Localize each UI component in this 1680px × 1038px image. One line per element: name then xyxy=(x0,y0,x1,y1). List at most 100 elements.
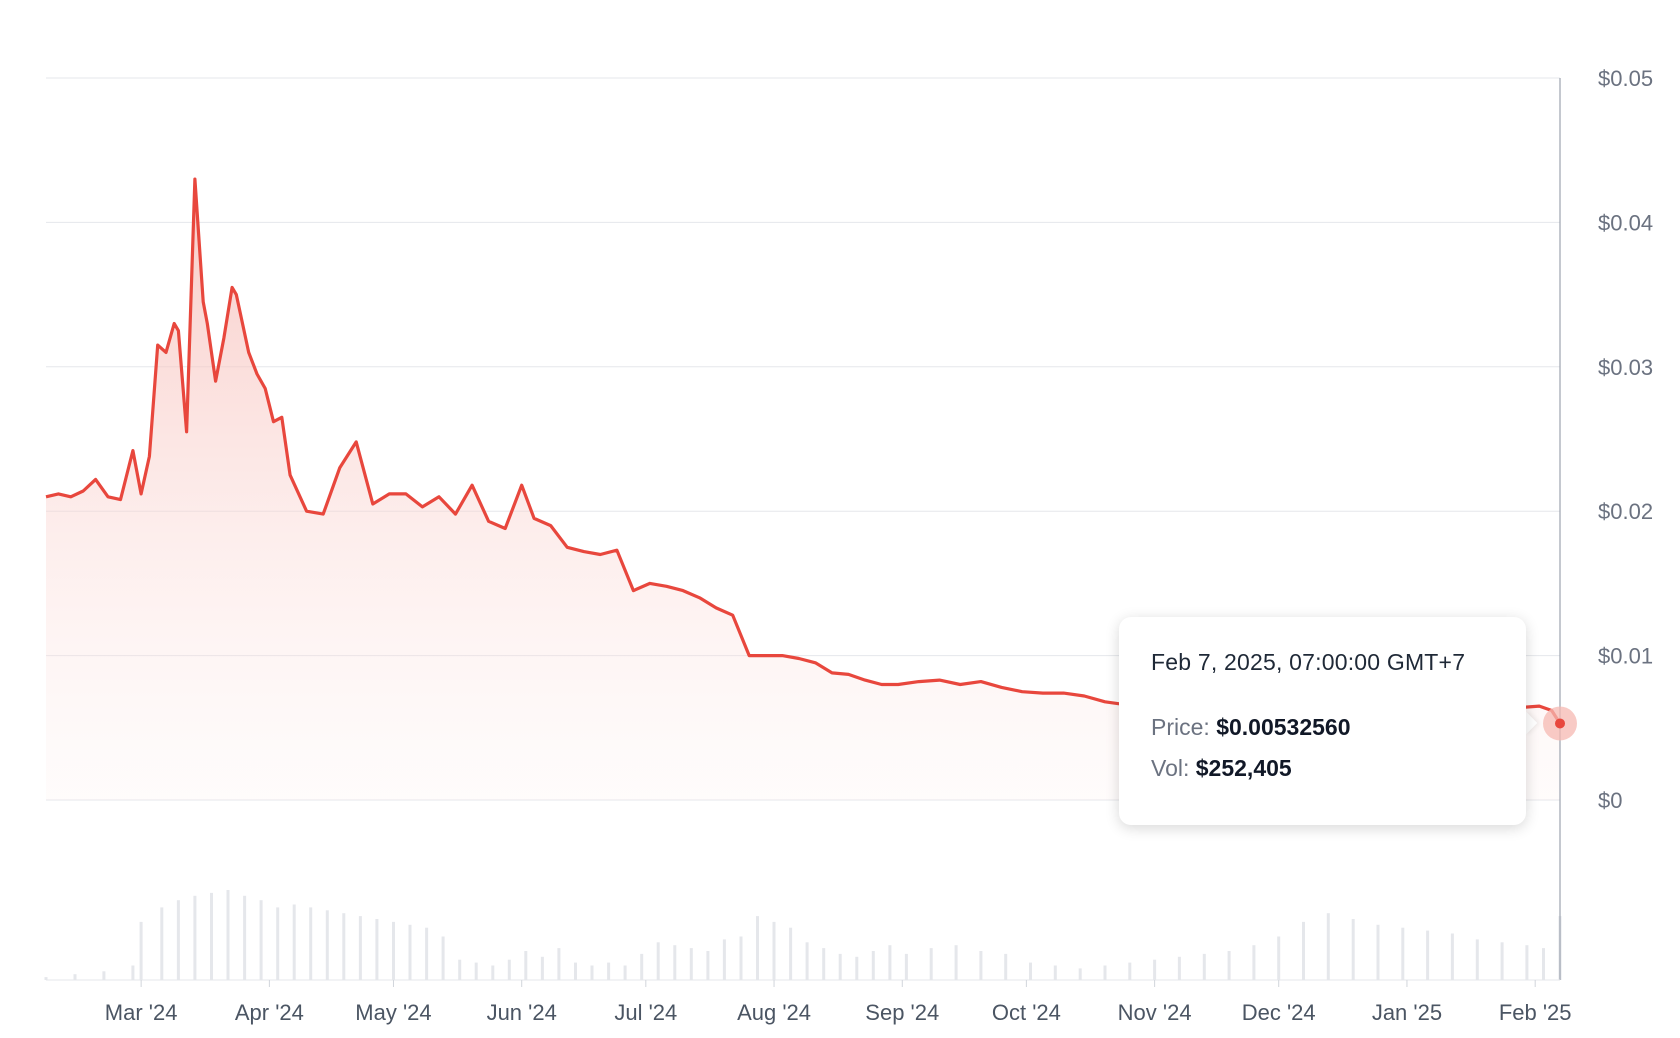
volume-bar xyxy=(822,948,826,980)
volume-bar xyxy=(210,892,213,980)
volume-bar xyxy=(706,951,710,980)
y-tick-label: $0.05 xyxy=(1598,66,1653,91)
volume-bar xyxy=(1500,942,1504,980)
volume-bar xyxy=(474,962,478,980)
x-tick-label: May '24 xyxy=(355,1000,431,1025)
volume-bar xyxy=(1227,951,1231,980)
tooltip-vol-row: Vol: $252,405 xyxy=(1151,755,1494,782)
x-axis: Mar '24 Apr '24 May '24 Jun '24 Jul '24 Aug '… xyxy=(46,979,1572,1025)
volume-bar xyxy=(491,965,495,980)
volume-bar xyxy=(441,936,445,980)
volume-bar xyxy=(772,921,776,980)
y-tick-label: $0.02 xyxy=(1598,499,1653,524)
volume-bar xyxy=(871,951,875,980)
volume-bar xyxy=(1004,953,1008,980)
volume-bar xyxy=(524,951,528,980)
y-axis: $0.05 $0.04 $0.03 $0.02 $0.01 $0 xyxy=(1598,66,1653,813)
volume-bar xyxy=(193,895,197,980)
volume-bar xyxy=(1475,939,1479,980)
volume-bar xyxy=(855,956,859,980)
volume-bar xyxy=(805,942,809,980)
volume-bar xyxy=(1103,965,1107,980)
volume-bar xyxy=(1078,968,1082,980)
volume-bar xyxy=(789,927,793,980)
volume-bar xyxy=(309,907,313,980)
volume-bar xyxy=(929,948,933,980)
volume-bar xyxy=(954,945,958,980)
volume-bar xyxy=(1376,924,1380,980)
volume-bar xyxy=(1029,962,1032,980)
volume-bar xyxy=(722,939,726,980)
volume-bar xyxy=(276,907,280,980)
volume-bar xyxy=(259,900,263,980)
volume-bar xyxy=(1351,919,1355,980)
volume-bar xyxy=(1053,965,1057,980)
volume-bar xyxy=(557,948,561,980)
volume-bar xyxy=(44,977,48,980)
volume-bar xyxy=(689,948,693,980)
volume-bar xyxy=(1326,913,1330,980)
volume-bar xyxy=(73,974,77,980)
volume-bar xyxy=(904,953,908,980)
tooltip-vol-value: $252,405 xyxy=(1195,755,1292,781)
volume-bar xyxy=(1202,953,1206,980)
tooltip-price-row: Price: $0.00532560 xyxy=(1151,714,1494,741)
volume-bar xyxy=(342,913,346,980)
volume-bar xyxy=(574,962,577,980)
volume-bar xyxy=(425,927,429,980)
volume-bar xyxy=(1525,945,1529,980)
volume-bar xyxy=(1426,930,1430,980)
volume-bar xyxy=(458,959,462,980)
tooltip-date: Feb 7, 2025, 07:00:00 GMT+7 xyxy=(1151,649,1466,675)
volume-bar xyxy=(358,916,362,980)
x-tick-label: Sep '24 xyxy=(865,1000,939,1025)
volume-bar xyxy=(640,953,644,980)
volume-bar xyxy=(656,942,660,980)
volume-bar xyxy=(623,965,627,980)
volume-bar xyxy=(1302,921,1305,980)
volume-bar xyxy=(1153,959,1157,980)
y-tick-label: $0.04 xyxy=(1598,210,1653,235)
x-tick-label: Nov '24 xyxy=(1118,1000,1192,1025)
x-tick-label: Jan '25 xyxy=(1372,1000,1442,1025)
volume-bar xyxy=(979,951,983,980)
volume-bar xyxy=(408,924,412,980)
x-tick-label: Oct '24 xyxy=(992,1000,1061,1025)
volume-bars xyxy=(44,890,1562,980)
volume-bar xyxy=(392,921,395,980)
volume-bar xyxy=(739,936,743,980)
y-tick-label: $0.03 xyxy=(1598,355,1653,380)
y-tick-label: $0 xyxy=(1598,788,1622,813)
hover-point[interactable] xyxy=(1555,718,1565,729)
x-tick-label: Jun '24 xyxy=(487,1000,557,1025)
x-tick-label: Dec '24 xyxy=(1242,1000,1316,1025)
volume-bar xyxy=(1252,945,1256,980)
x-tick-label: Apr '24 xyxy=(235,1000,304,1025)
volume-bar xyxy=(540,956,544,980)
volume-bar xyxy=(1177,956,1181,980)
volume-bar xyxy=(507,959,511,980)
x-tick-label: Aug '24 xyxy=(737,1000,811,1025)
volume-bar xyxy=(375,919,379,980)
volume-bar xyxy=(325,910,329,980)
volume-bar xyxy=(243,895,247,980)
volume-bar xyxy=(139,921,143,980)
volume-bar xyxy=(176,900,180,980)
volume-bar xyxy=(1401,927,1405,980)
volume-bar xyxy=(1128,962,1132,980)
volume-bar xyxy=(756,916,759,980)
volume-bar xyxy=(131,965,135,980)
volume-bar xyxy=(102,971,106,980)
volume-bar xyxy=(590,965,594,980)
volume-bar xyxy=(1542,948,1545,980)
x-tick-label: Jul '24 xyxy=(614,1000,677,1025)
volume-bar xyxy=(1277,936,1281,980)
volume-bar xyxy=(673,945,677,980)
volume-bar xyxy=(160,907,164,980)
volume-bar xyxy=(1450,933,1454,980)
volume-bar xyxy=(607,962,611,980)
tooltip-vol-label: Vol: xyxy=(1151,755,1190,781)
volume-bar xyxy=(838,953,842,980)
tooltip-price-label: Price: xyxy=(1151,714,1210,740)
